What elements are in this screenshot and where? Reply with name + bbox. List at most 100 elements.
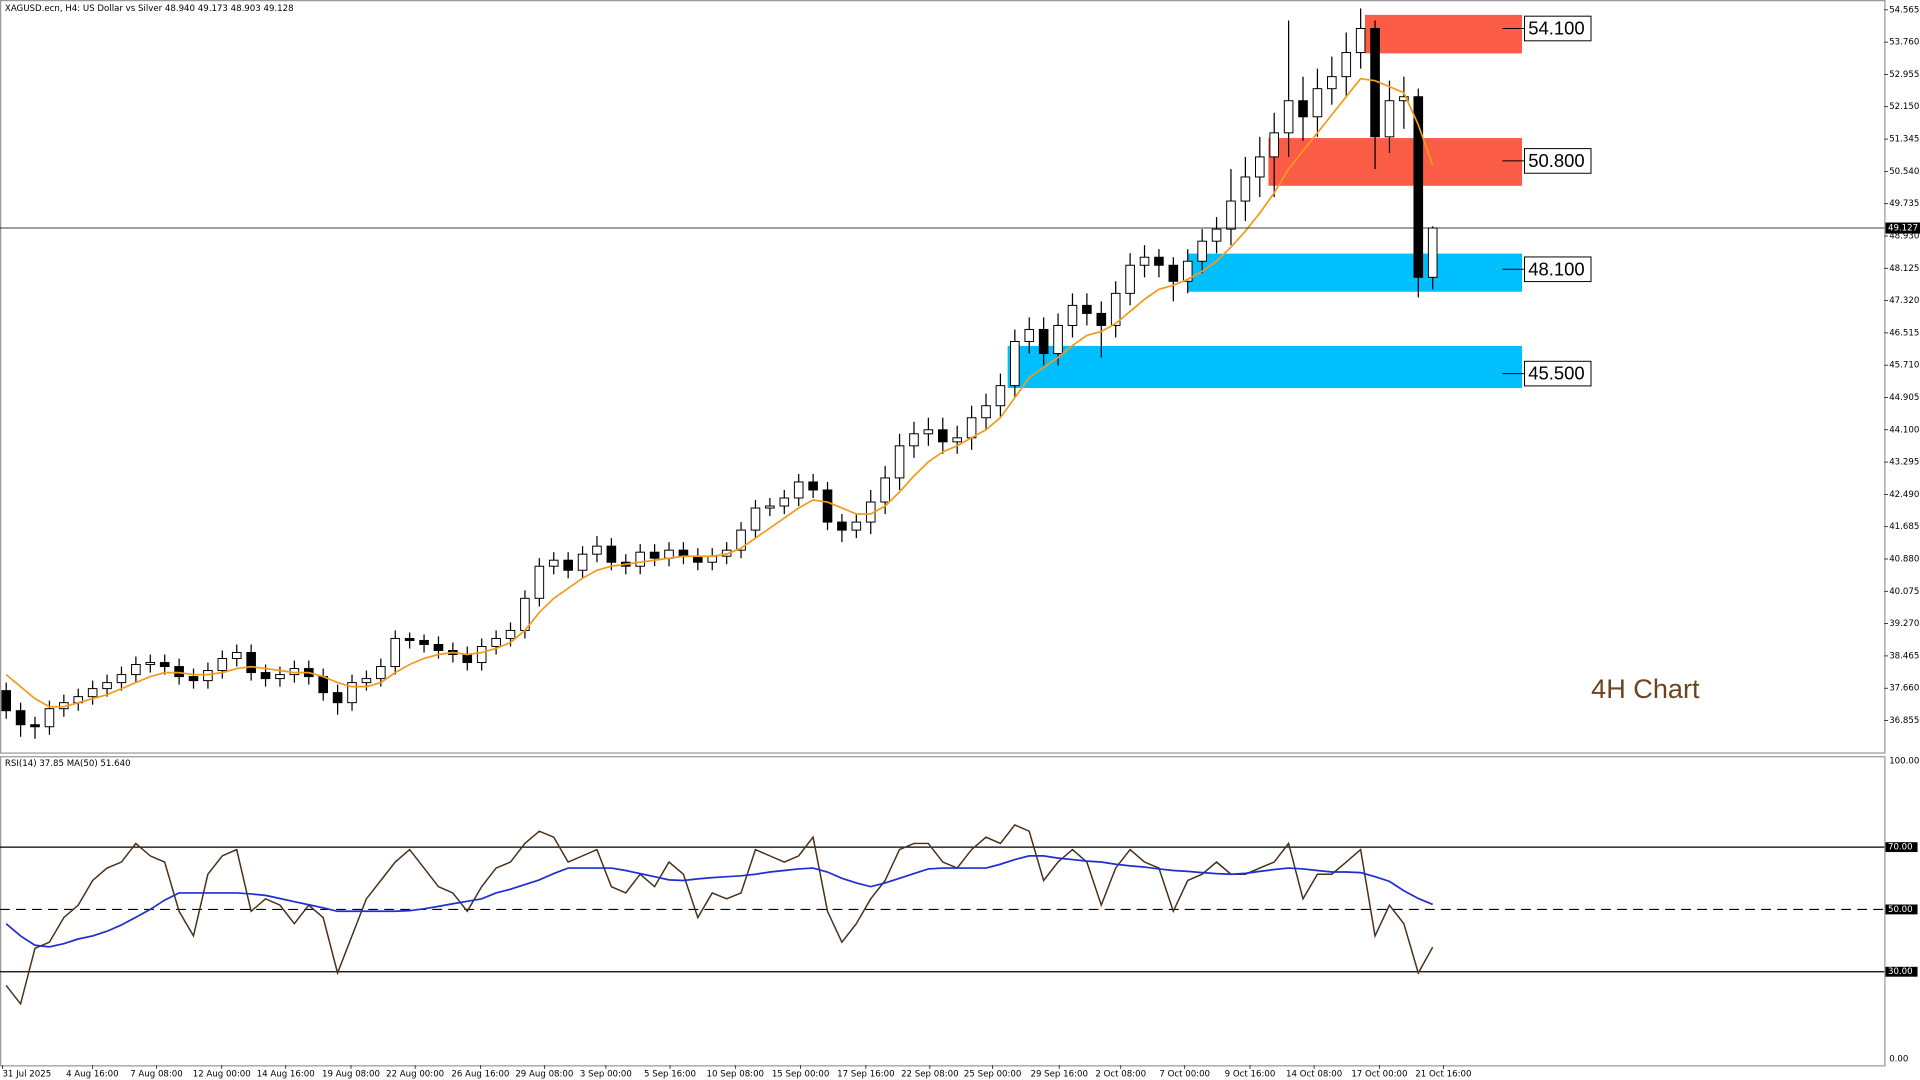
candle-body: [1154, 256, 1164, 266]
candle-body: [1197, 240, 1207, 262]
x-tick-label: 29 Aug 08:00: [515, 1069, 573, 1079]
zone-label-box: [1524, 148, 1592, 174]
zone-label-box: [1524, 360, 1592, 387]
y-tick-label: 48.930: [1889, 231, 1919, 241]
level-box: [1885, 966, 1918, 977]
candle-body: [635, 551, 646, 567]
y-tick-label: 45.710: [1889, 361, 1919, 371]
candle-body: [1168, 264, 1179, 282]
candle-body: [1110, 292, 1121, 326]
candle-body: [1226, 200, 1236, 230]
y-tick-label: 44.100: [1889, 425, 1919, 435]
candle-body: [1355, 27, 1366, 54]
candle-body: [433, 643, 444, 651]
x-tick-label: 19 Aug 08:00: [322, 1069, 380, 1079]
candle-body: [30, 724, 40, 728]
candle-body: [347, 682, 357, 704]
candle-body: [116, 674, 127, 684]
candle-body: [1139, 256, 1150, 266]
y-tick-label: 37.660: [1889, 684, 1919, 694]
x-tick-label: 9 Oct 16:00: [1225, 1069, 1276, 1079]
candle-body: [419, 639, 429, 645]
x-tick-label: 17 Sep 16:00: [837, 1069, 894, 1079]
x-tick-label: 10 Sep 08:00: [707, 1069, 764, 1079]
rsi-line: [5, 855, 1433, 948]
price-plot: 54.565 53.760 52.955 52.150 51.345 50.540 49.7…: [0, 5, 1920, 739]
candle-body: [1024, 328, 1035, 342]
candle-body: [390, 637, 401, 668]
y-tick-label: 41.685: [1889, 522, 1919, 532]
candle-body: [1283, 100, 1294, 134]
level-label: 70.00: [1888, 843, 1913, 853]
level-label: 30.00: [1888, 967, 1913, 977]
zone: [1268, 138, 1523, 186]
candle-body: [808, 481, 818, 491]
x-tick-label: 12 Aug 00:00: [193, 1069, 251, 1079]
current-price-label: 49.127: [1888, 224, 1918, 234]
candle-body: [995, 385, 1006, 407]
candle-body: [606, 545, 617, 563]
x-tick-label: 14 Oct 08:00: [1286, 1069, 1342, 1079]
current-price-box: [1885, 222, 1920, 234]
y-tick-label: 42.490: [1889, 490, 1919, 500]
candle-body: [837, 521, 847, 531]
candle-body: [462, 654, 473, 664]
candle-body: [44, 708, 55, 728]
x-tick-label: 17 Oct 00:00: [1351, 1069, 1407, 1079]
y-tick-label: 0.00: [1889, 1055, 1908, 1065]
candle-body: [318, 676, 329, 694]
candle-body: [246, 652, 256, 674]
y-tick-label: 52.955: [1889, 70, 1919, 80]
candle-body: [1096, 312, 1107, 326]
candle-body: [909, 433, 919, 447]
candle-body: [231, 652, 242, 660]
candle-body: [376, 666, 386, 680]
zone-label: 45.500: [1528, 363, 1585, 384]
y-tick-label: 51.345: [1889, 135, 1919, 145]
x-tick-label: 22 Aug 00:00: [386, 1069, 444, 1079]
x-tick-label: 3 Sep 00:00: [580, 1069, 632, 1079]
candle-body: [1211, 228, 1222, 242]
x-tick-label: 4 Aug 16:00: [66, 1069, 119, 1079]
candle-body: [822, 489, 833, 523]
candle-body: [1, 690, 11, 712]
candle-body: [145, 662, 156, 666]
candle-body: [87, 688, 98, 698]
candle-body: [548, 559, 559, 567]
x-tick-label: 15 Sep 00:00: [772, 1069, 829, 1079]
zone: [1188, 253, 1523, 292]
chart-title: XAGUSD.ecn, H4: US Dollar vs Silver 48.9…: [5, 4, 294, 14]
candle-body: [188, 676, 199, 682]
candle-body: [404, 637, 415, 641]
candle-body: [1240, 176, 1251, 202]
candle-body: [1298, 100, 1308, 118]
candle-body: [577, 553, 588, 571]
y-tick-label: 40.880: [1889, 555, 1919, 565]
x-tick-label: 21 Oct 16:00: [1415, 1069, 1471, 1079]
zone-label: 50.800: [1528, 150, 1585, 171]
candle-body: [1399, 96, 1409, 102]
rsi-line: [5, 824, 1434, 1006]
candle-body: [1067, 304, 1078, 326]
candle-body: [937, 429, 948, 443]
candle-body: [894, 445, 905, 479]
candle-body: [678, 549, 689, 557]
level-label: 50.00: [1888, 905, 1913, 915]
candle-body: [203, 670, 213, 682]
x-tick-label: 2 Oct 08:00: [1095, 1069, 1146, 1079]
candle-body: [174, 666, 184, 678]
level-box: [1885, 904, 1918, 915]
candle-body: [952, 437, 963, 443]
x-tick-label: 22 Sep 08:00: [901, 1069, 958, 1079]
candle-body: [1254, 156, 1265, 178]
y-tick-label: 40.075: [1889, 587, 1919, 597]
y-tick-label: 100.00: [1889, 757, 1919, 767]
candle-body: [1038, 328, 1049, 355]
zone-label-box: [1524, 15, 1592, 42]
candle-body: [275, 674, 285, 680]
y-tick-label: 48.125: [1889, 264, 1919, 274]
candle-body: [1341, 52, 1352, 78]
y-tick-label: 52.150: [1889, 102, 1919, 112]
